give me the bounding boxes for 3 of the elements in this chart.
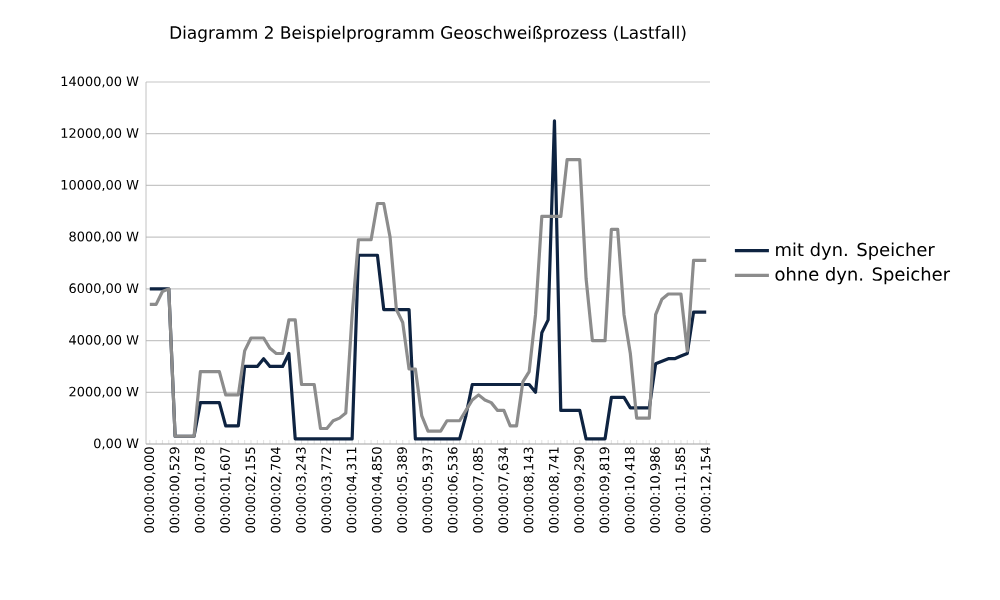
- chart-title: Diagramm 2 Beispielprogramm Geoschweißprozess (Lastfall): [170, 25, 686, 43]
- legend-label: ohne dyn. Speicher: [775, 266, 951, 285]
- legend-label: mit dyn. Speicher: [776, 242, 935, 260]
